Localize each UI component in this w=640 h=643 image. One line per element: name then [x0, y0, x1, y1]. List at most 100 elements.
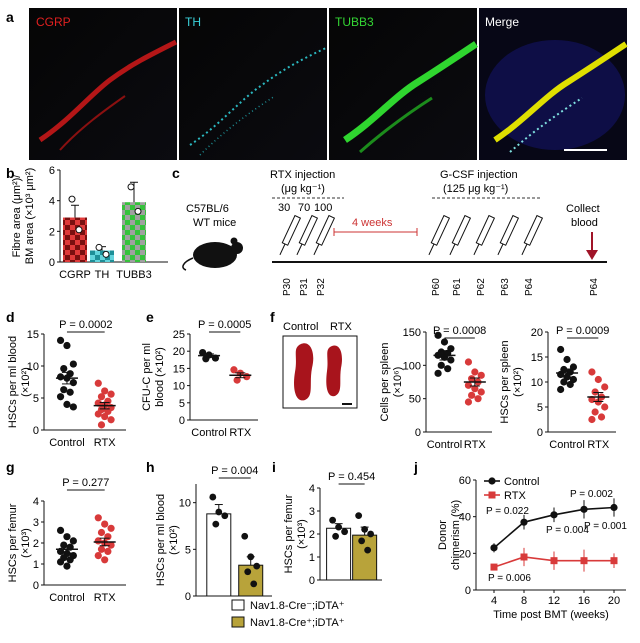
data-point	[253, 562, 261, 570]
data-point-rtx	[107, 390, 115, 398]
x-tick-label: Control	[427, 439, 462, 451]
y-tick-label: 100	[403, 360, 421, 372]
day-label: P63	[500, 278, 511, 296]
panel-letter-a: a	[6, 9, 14, 25]
y-tick-label: 20	[531, 327, 543, 339]
data-point-control	[56, 526, 65, 535]
x-tick-label: TUBB3	[116, 269, 151, 281]
panel-letter-d: d	[6, 309, 15, 325]
data-point-rtx	[464, 381, 473, 389]
data-point-rtx	[104, 533, 112, 541]
y-tick-label: 0	[415, 427, 421, 439]
y-tick-label: 2	[309, 529, 315, 541]
y-axis-label-line2: BM area (×10³ μm²)	[24, 168, 36, 265]
y-tick-label: 3	[33, 517, 39, 529]
y-tick-label: 1	[33, 559, 39, 571]
data-point-rtx	[477, 388, 485, 396]
data-point	[335, 523, 342, 531]
data-point-rtx	[477, 371, 485, 379]
data-point-rtx	[97, 528, 106, 537]
collect-label-line2: blood	[571, 217, 598, 229]
data-point-control	[490, 544, 498, 552]
syringe-icon	[475, 214, 496, 246]
data-point	[361, 526, 369, 533]
syringe-needle	[521, 243, 528, 256]
panel-letter-j: j	[413, 459, 418, 475]
syringe-icon	[315, 214, 336, 246]
y-tick-label: 5	[537, 402, 543, 414]
data-point-control	[63, 341, 71, 350]
day-label: P64	[589, 278, 600, 296]
p-value-label: P = 0.004	[546, 525, 589, 536]
syringe-icon	[451, 214, 472, 246]
data-point-rtx	[94, 399, 102, 407]
timeline-schematic: C57BL/6 WT mice RTX injection (μg kg⁻¹) …	[182, 169, 607, 296]
data-point	[358, 537, 366, 545]
data-point-control	[566, 380, 574, 389]
legend-label: Control	[504, 476, 539, 488]
p-value-label: P = 0.277	[62, 477, 109, 489]
data-point-rtx	[520, 553, 528, 561]
spleen-photo-frame	[282, 335, 358, 409]
panel-h-chart: 0 5 10 HSCs per ml blood (×10²) P = 0.004	[155, 465, 272, 603]
data-point-control	[66, 556, 74, 564]
data-point-control	[66, 388, 74, 396]
data-point-control	[580, 505, 588, 513]
x-axis-label: Time post BMT (weeks)	[493, 609, 609, 621]
y-tick-label: 0	[33, 425, 39, 437]
x-tick-label: 4	[491, 595, 497, 607]
data-point-control	[63, 533, 71, 541]
micrograph-row: CGRP TH TUBB3 Merge	[29, 8, 628, 160]
data-point-rtx	[233, 376, 241, 384]
data-point-control	[69, 403, 77, 411]
data-point	[134, 207, 142, 215]
data-point-rtx	[104, 407, 112, 416]
panel-b-chart: 0 2 4 6 Fibre area (μm²)/BM area (×10³ μm²) C…	[11, 165, 168, 281]
legend-swatch-cre-pos	[231, 616, 245, 628]
p-value-label: P = 0.0005	[198, 319, 251, 331]
data-point-rtx	[601, 403, 609, 411]
data-point-rtx	[471, 385, 479, 393]
data-point-rtx	[107, 524, 115, 532]
data-point	[355, 512, 363, 519]
spleen-control-label: Control	[283, 321, 318, 333]
y-axis-label: Cells per spleen	[379, 343, 391, 422]
y-tick-label: 60	[459, 475, 471, 487]
panel-letter-i: i	[272, 459, 276, 475]
data-point-control	[56, 336, 65, 344]
y-axis-label-line1: Donor	[437, 520, 449, 550]
data-point-control	[440, 338, 449, 346]
data-point	[332, 532, 339, 540]
data-point-rtx	[101, 520, 109, 528]
rtx-dose-70: 70	[298, 202, 310, 214]
gcsf-injection-dose: (125 μg kg⁻¹)	[443, 183, 508, 195]
data-point	[215, 508, 223, 516]
micrograph-th	[179, 8, 327, 160]
data-point-control	[69, 360, 77, 368]
data-point	[341, 528, 348, 536]
rtx-dose-30: 30	[278, 202, 290, 214]
y-tick-label: 0	[179, 415, 185, 427]
micrograph-label-tubb3: TUBB3	[335, 15, 374, 29]
nerve-fibre-merge-2	[509, 97, 583, 153]
y-axis-label: HSCs per ml blood	[155, 494, 167, 586]
data-point-control	[56, 373, 65, 381]
data-point-rtx	[594, 375, 602, 384]
syringe-needle	[296, 243, 303, 256]
x-tick-label: 8	[521, 595, 527, 607]
data-point	[209, 493, 217, 501]
syringe-group	[279, 214, 544, 256]
legend-label-cre-neg: Nav1.8-Cre⁻;iDTA⁺	[250, 600, 345, 612]
x-tick-label: TH	[95, 269, 110, 281]
data-point-rtx	[474, 395, 482, 403]
data-point-control	[434, 331, 442, 339]
bar	[122, 202, 146, 262]
syringe-needle	[449, 243, 456, 256]
y-tick-label: 50	[409, 394, 421, 406]
timeline-day-labels: P30 P31 P32 P60 P61 P62 P63 P64 P64	[282, 278, 600, 296]
x-tick-label: RTX	[587, 439, 609, 451]
micrograph-label-th: TH	[185, 15, 201, 29]
mouse-label-line1: C57BL/6	[186, 203, 229, 215]
x-tick-label: Control	[191, 427, 226, 439]
y-tick-label: 0	[537, 427, 543, 439]
